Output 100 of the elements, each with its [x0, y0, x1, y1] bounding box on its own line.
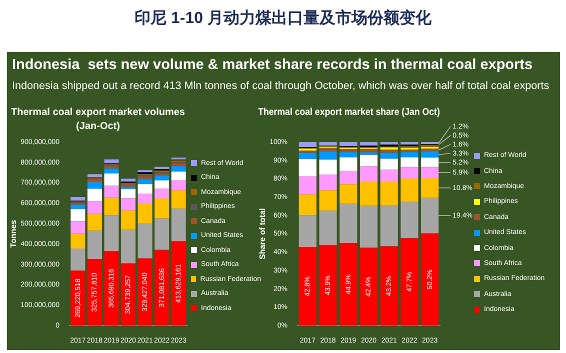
bar [380, 246, 398, 326]
bar [70, 248, 86, 271]
bar [400, 152, 418, 158]
bar [104, 168, 119, 174]
bar [138, 204, 152, 224]
bar [360, 155, 378, 166]
bar [319, 160, 337, 175]
bar [298, 215, 316, 248]
bar [87, 188, 102, 202]
bar [421, 148, 439, 152]
bar [154, 188, 170, 198]
y-axis-title: Share of total [258, 208, 268, 260]
bar [421, 178, 439, 198]
bar [171, 190, 186, 209]
bar [360, 149, 378, 152]
bar [340, 243, 358, 326]
bar [154, 218, 170, 250]
bar [319, 148, 337, 152]
bar [319, 142, 337, 146]
bar [70, 197, 86, 201]
bar [298, 150, 316, 153]
bar [138, 179, 152, 184]
bar [154, 250, 170, 326]
bar [421, 152, 439, 158]
bar [360, 166, 378, 182]
bar [319, 190, 337, 211]
bar [104, 186, 119, 198]
bar [400, 201, 418, 238]
bar [121, 210, 136, 230]
bar [121, 198, 136, 210]
bar [360, 181, 378, 206]
text: 印尼 1-10 月动力煤出口量及市场份额变化 [134, 8, 432, 29]
bar [171, 163, 186, 166]
bar [360, 248, 378, 326]
text: Indonesia shipped out a record 413 Mln tonnes of coal through October, which was over half of total coal exports [12, 80, 550, 92]
bar [400, 150, 418, 152]
bar [421, 167, 439, 178]
bar [154, 180, 170, 189]
chart-subtitle: (Jan-Oct) [76, 120, 120, 132]
bar [70, 234, 86, 248]
bar [380, 205, 398, 246]
bar [340, 149, 358, 152]
bar [87, 214, 102, 231]
bar [70, 204, 86, 210]
bar [298, 247, 316, 326]
bar [421, 158, 439, 168]
bar [380, 152, 398, 159]
bar [171, 208, 186, 242]
bar [340, 171, 358, 184]
bar [340, 142, 358, 146]
bar [171, 180, 186, 190]
bar [298, 176, 316, 194]
bar [340, 157, 358, 172]
bar [298, 152, 316, 160]
bar [87, 230, 102, 260]
bar [380, 150, 398, 153]
bar [340, 184, 358, 204]
bar [400, 157, 418, 168]
text: Indonesia sets new volume & market share records in thermal coal exports [12, 57, 533, 73]
bar [138, 184, 152, 194]
bar [380, 158, 398, 170]
bar [104, 198, 119, 216]
bar [380, 142, 398, 145]
bar [138, 194, 152, 204]
bar [87, 174, 102, 178]
bar [298, 159, 316, 176]
bar [400, 178, 418, 202]
bar [104, 215, 119, 251]
bar [121, 184, 136, 188]
bar [319, 210, 337, 245]
bar [138, 224, 152, 258]
bar [87, 182, 102, 189]
bar [319, 152, 337, 160]
bar [171, 172, 186, 180]
bar [360, 142, 378, 146]
bar [340, 152, 358, 158]
bar [380, 181, 398, 206]
bar [104, 159, 119, 164]
bar [70, 221, 86, 234]
bar [70, 209, 86, 222]
bar [400, 167, 418, 179]
bar [87, 201, 102, 214]
bar [298, 194, 316, 216]
bar [400, 238, 418, 326]
bar [121, 230, 136, 264]
bar [421, 198, 439, 234]
bar [104, 166, 119, 169]
bar [154, 176, 170, 180]
bar [340, 204, 358, 244]
bar [171, 241, 186, 326]
bar [400, 142, 418, 145]
bar [421, 233, 439, 326]
bar [298, 142, 316, 148]
bar [319, 174, 337, 190]
bar [380, 170, 398, 182]
y-axis-title: Tonnes [9, 219, 18, 248]
bar [319, 245, 337, 326]
bar [104, 173, 119, 186]
chart-title: Thermal coal export market share (Jan Oct) [258, 105, 440, 117]
chart-title: Thermal coal export market volumes [11, 106, 186, 118]
